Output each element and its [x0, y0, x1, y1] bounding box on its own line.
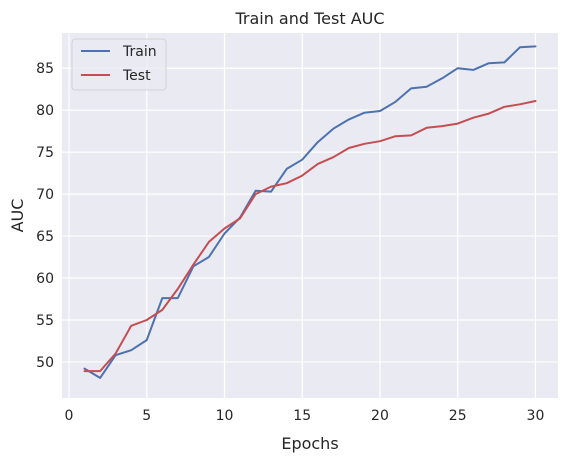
x-axis-title: Epochs: [281, 434, 338, 453]
series-line-train: [83, 45, 537, 379]
chart-title: Train and Test AUC: [234, 9, 384, 28]
y-tick-label: 75: [36, 145, 54, 161]
x-tick-label: 0: [65, 408, 74, 424]
y-tick-label: 50: [36, 355, 54, 371]
x-tick-label: 30: [527, 408, 545, 424]
x-tick-label: 20: [371, 408, 389, 424]
legend: Train Test: [71, 38, 167, 91]
x-tick-label: 5: [142, 408, 151, 424]
x-tick-label: 10: [216, 408, 234, 424]
legend-label-test: Test: [122, 68, 151, 84]
series-lines: [83, 45, 537, 379]
y-tick-label: 70: [36, 187, 54, 203]
y-tick-label: 80: [36, 103, 54, 119]
x-tick-label: 25: [449, 408, 467, 424]
x-tick-label: 15: [293, 408, 311, 424]
legend-label-train: Train: [122, 44, 157, 60]
y-tick-label: 65: [36, 229, 54, 245]
y-tick-label: 60: [36, 271, 54, 287]
y-axis-title: AUC: [8, 199, 27, 233]
tick-labels: 0 5 10 15 20 25 30 50 55 60 65 70 75 80 85: [36, 61, 544, 424]
plot-background: [62, 33, 558, 398]
y-tick-label: 55: [36, 313, 54, 329]
series-line-test: [83, 100, 537, 373]
y-tick-label: 85: [36, 61, 54, 77]
